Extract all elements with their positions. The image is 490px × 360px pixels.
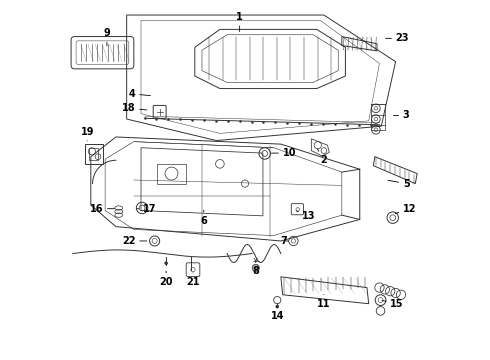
Text: 9: 9 [103, 28, 110, 46]
Text: 11: 11 [317, 294, 331, 309]
Text: 10: 10 [271, 148, 296, 158]
FancyArrowPatch shape [254, 258, 257, 262]
Text: 14: 14 [270, 307, 284, 321]
Circle shape [275, 305, 279, 309]
Circle shape [252, 264, 259, 271]
Text: 4: 4 [129, 89, 150, 99]
Bar [89, 148, 98, 160]
Text: 2: 2 [318, 149, 327, 165]
Text: 19: 19 [80, 127, 94, 141]
Text: 13: 13 [296, 211, 316, 221]
Text: 21: 21 [186, 273, 200, 287]
Text: 5: 5 [388, 179, 410, 189]
Bar [370, 104, 385, 130]
Text: 6: 6 [200, 210, 207, 226]
Text: 17: 17 [137, 204, 156, 214]
Bar [85, 144, 103, 164]
Text: 1: 1 [236, 12, 243, 32]
Text: 20: 20 [159, 271, 173, 287]
Text: 8: 8 [252, 262, 259, 276]
Text: 15: 15 [382, 299, 404, 309]
Text: 18: 18 [122, 103, 147, 113]
Text: 22: 22 [122, 236, 147, 246]
Text: 16: 16 [90, 204, 115, 214]
Text: 3: 3 [393, 111, 410, 121]
Text: 7: 7 [281, 236, 289, 246]
Text: 23: 23 [386, 33, 409, 43]
Bar [157, 164, 186, 184]
Text: 12: 12 [395, 204, 416, 214]
Circle shape [164, 261, 168, 265]
